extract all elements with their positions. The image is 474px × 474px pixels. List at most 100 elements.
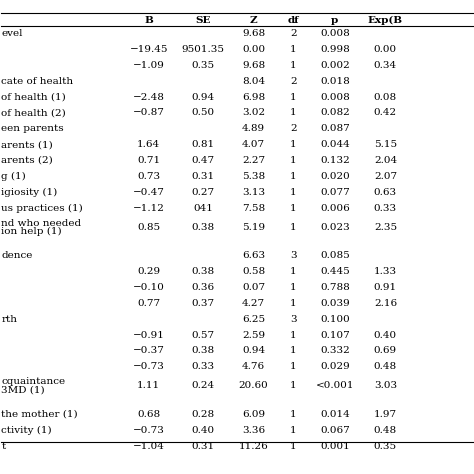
Text: 0.40: 0.40 xyxy=(191,426,214,435)
Text: 2.16: 2.16 xyxy=(374,299,397,308)
Text: cquaintance: cquaintance xyxy=(1,377,65,386)
Text: 1: 1 xyxy=(290,92,297,101)
Text: 1: 1 xyxy=(290,223,297,232)
Text: <0.001: <0.001 xyxy=(316,382,354,391)
Text: 0.082: 0.082 xyxy=(320,109,350,118)
Text: 2.04: 2.04 xyxy=(374,156,397,165)
Text: 0.020: 0.020 xyxy=(320,172,350,181)
Text: 0.48: 0.48 xyxy=(374,362,397,371)
Text: 0.107: 0.107 xyxy=(320,330,350,339)
Text: igiosity (1): igiosity (1) xyxy=(1,188,58,197)
Text: 0.42: 0.42 xyxy=(374,109,397,118)
Text: 6.98: 6.98 xyxy=(242,92,265,101)
Text: 9.68: 9.68 xyxy=(242,29,265,38)
Text: 1: 1 xyxy=(290,172,297,181)
Text: −0.73: −0.73 xyxy=(133,426,164,435)
Text: 0.85: 0.85 xyxy=(137,223,160,232)
Text: 0.044: 0.044 xyxy=(320,140,350,149)
Text: 0.001: 0.001 xyxy=(320,442,350,451)
Text: 3MD (1): 3MD (1) xyxy=(1,385,45,394)
Text: 0.48: 0.48 xyxy=(374,426,397,435)
Text: −0.47: −0.47 xyxy=(133,188,164,197)
Text: 0.77: 0.77 xyxy=(137,299,160,308)
Text: −2.48: −2.48 xyxy=(133,92,164,101)
Text: df: df xyxy=(288,16,299,25)
Text: 1: 1 xyxy=(290,283,297,292)
Text: 1: 1 xyxy=(290,442,297,451)
Text: 6.63: 6.63 xyxy=(242,251,265,260)
Text: 0.445: 0.445 xyxy=(320,267,350,276)
Text: 0.37: 0.37 xyxy=(191,299,214,308)
Text: 1: 1 xyxy=(290,267,297,276)
Text: 0.008: 0.008 xyxy=(320,29,350,38)
Text: 11.26: 11.26 xyxy=(238,442,268,451)
Text: 0.023: 0.023 xyxy=(320,223,350,232)
Text: −1.09: −1.09 xyxy=(133,61,164,70)
Text: 20.60: 20.60 xyxy=(238,382,268,391)
Text: 1: 1 xyxy=(290,410,297,419)
Text: 1: 1 xyxy=(290,204,297,213)
Text: 2: 2 xyxy=(290,124,297,133)
Text: −1.12: −1.12 xyxy=(133,204,164,213)
Text: 0.33: 0.33 xyxy=(191,362,214,371)
Text: 0.71: 0.71 xyxy=(137,156,160,165)
Text: 2.27: 2.27 xyxy=(242,156,265,165)
Text: −0.73: −0.73 xyxy=(133,362,164,371)
Text: Exp(B: Exp(B xyxy=(368,16,403,25)
Text: of health (1): of health (1) xyxy=(1,92,66,101)
Text: 0.998: 0.998 xyxy=(320,45,350,54)
Text: 0.29: 0.29 xyxy=(137,267,160,276)
Text: 0.58: 0.58 xyxy=(242,267,265,276)
Text: 4.27: 4.27 xyxy=(242,299,265,308)
Text: 0.132: 0.132 xyxy=(320,156,350,165)
Text: 4.76: 4.76 xyxy=(242,362,265,371)
Text: evel: evel xyxy=(1,29,23,38)
Text: −1.04: −1.04 xyxy=(133,442,164,451)
Text: 0.788: 0.788 xyxy=(320,283,350,292)
Text: g (1): g (1) xyxy=(1,172,26,181)
Text: 1: 1 xyxy=(290,45,297,54)
Text: 3.03: 3.03 xyxy=(374,382,397,391)
Text: 0.008: 0.008 xyxy=(320,92,350,101)
Text: 1: 1 xyxy=(290,362,297,371)
Text: 0.07: 0.07 xyxy=(242,283,265,292)
Text: 0.69: 0.69 xyxy=(374,346,397,356)
Text: 1: 1 xyxy=(290,382,297,391)
Text: 2.59: 2.59 xyxy=(242,330,265,339)
Text: us practices (1): us practices (1) xyxy=(1,204,83,213)
Text: 1: 1 xyxy=(290,61,297,70)
Text: −19.45: −19.45 xyxy=(129,45,168,54)
Text: 0.94: 0.94 xyxy=(191,92,214,101)
Text: 0.039: 0.039 xyxy=(320,299,350,308)
Text: 041: 041 xyxy=(193,204,213,213)
Text: 0.029: 0.029 xyxy=(320,362,350,371)
Text: 0.014: 0.014 xyxy=(320,410,350,419)
Text: of health (2): of health (2) xyxy=(1,109,66,118)
Text: 1: 1 xyxy=(290,109,297,118)
Text: 3.02: 3.02 xyxy=(242,109,265,118)
Text: 4.07: 4.07 xyxy=(242,140,265,149)
Text: 1.97: 1.97 xyxy=(374,410,397,419)
Text: 0.47: 0.47 xyxy=(191,156,214,165)
Text: 0.24: 0.24 xyxy=(191,382,214,391)
Text: p: p xyxy=(331,16,338,25)
Text: 0.332: 0.332 xyxy=(320,346,350,356)
Text: t: t xyxy=(1,442,6,451)
Text: 0.087: 0.087 xyxy=(320,124,350,133)
Text: 0.067: 0.067 xyxy=(320,426,350,435)
Text: 2: 2 xyxy=(290,29,297,38)
Text: 2: 2 xyxy=(290,77,297,86)
Text: 1: 1 xyxy=(290,330,297,339)
Text: 0.006: 0.006 xyxy=(320,204,350,213)
Text: 1: 1 xyxy=(290,346,297,356)
Text: 9.68: 9.68 xyxy=(242,61,265,70)
Text: 0.38: 0.38 xyxy=(191,267,214,276)
Text: 0.38: 0.38 xyxy=(191,346,214,356)
Text: 3: 3 xyxy=(290,251,297,260)
Text: 6.09: 6.09 xyxy=(242,410,265,419)
Text: dence: dence xyxy=(1,251,33,260)
Text: 0.002: 0.002 xyxy=(320,61,350,70)
Text: 0.085: 0.085 xyxy=(320,251,350,260)
Text: 0.33: 0.33 xyxy=(374,204,397,213)
Text: 0.36: 0.36 xyxy=(191,283,214,292)
